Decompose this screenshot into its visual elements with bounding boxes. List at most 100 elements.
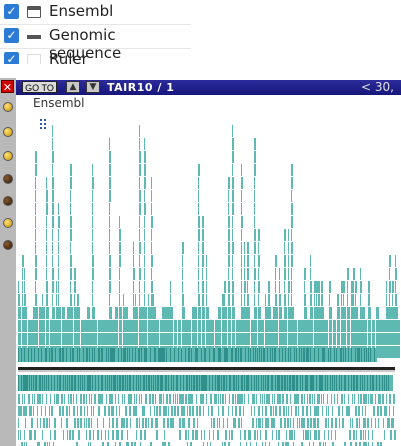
gene-feature[interactable] [58, 229, 59, 241]
gene-feature[interactable] [119, 268, 120, 280]
gene-band-stripe[interactable] [111, 348, 112, 362]
gene-feature[interactable] [28, 394, 30, 404]
gene-feature[interactable] [299, 418, 300, 428]
gene-feature[interactable] [275, 281, 276, 293]
gene-feature[interactable] [194, 307, 197, 319]
gene-feature[interactable] [91, 406, 92, 416]
gene-feature[interactable] [128, 333, 131, 345]
gene-feature[interactable] [80, 394, 82, 404]
gene-feature[interactable] [130, 333, 133, 345]
gene-feature[interactable] [265, 406, 267, 416]
gene-band-stripe[interactable] [320, 375, 321, 391]
gene-feature[interactable] [31, 406, 32, 416]
gene-feature[interactable] [46, 418, 48, 428]
gene-feature[interactable] [128, 320, 131, 332]
gene-feature[interactable] [144, 229, 145, 241]
gene-feature[interactable] [228, 333, 231, 345]
gene-feature[interactable] [28, 320, 31, 332]
gene-feature[interactable] [262, 406, 263, 416]
gene-feature[interactable] [348, 394, 349, 404]
gene-feature[interactable] [310, 320, 313, 332]
gene-feature[interactable] [88, 442, 89, 446]
gene-feature[interactable] [254, 255, 255, 267]
gene-feature[interactable] [202, 242, 204, 254]
gene-feature[interactable] [74, 268, 76, 280]
gene-feature[interactable] [22, 333, 25, 345]
gene-feature[interactable] [254, 177, 255, 189]
gene-feature[interactable] [206, 307, 209, 319]
gene-feature[interactable] [157, 418, 158, 428]
gene-feature[interactable] [162, 442, 164, 446]
gene-band-stripe[interactable] [157, 375, 158, 391]
gene-feature[interactable] [218, 333, 221, 345]
gene-feature[interactable] [22, 281, 23, 293]
gene-feature[interactable] [165, 333, 168, 345]
gene-band-stripe[interactable] [226, 375, 227, 391]
gene-feature[interactable] [35, 320, 38, 332]
gene-feature[interactable] [46, 268, 47, 280]
gene-band-stripe[interactable] [66, 348, 67, 362]
gene-band-stripe[interactable] [83, 348, 84, 362]
gene-feature[interactable] [237, 394, 239, 404]
gene-feature[interactable] [274, 394, 275, 404]
gene-feature[interactable] [358, 406, 360, 416]
gene-feature[interactable] [130, 418, 131, 428]
gene-feature[interactable] [241, 281, 242, 293]
gene-feature[interactable] [262, 418, 263, 428]
gene-feature[interactable] [179, 430, 181, 440]
gene-band-stripe[interactable] [180, 375, 181, 391]
gene-feature[interactable] [321, 294, 323, 306]
gene-feature[interactable] [384, 346, 387, 358]
gene-feature[interactable] [279, 320, 282, 332]
gene-feature[interactable] [160, 333, 163, 345]
gene-band-stripe[interactable] [332, 375, 333, 391]
gene-feature[interactable] [70, 203, 71, 215]
gene-feature[interactable] [298, 406, 299, 416]
gene-feature[interactable] [188, 333, 191, 345]
gene-band-stripe[interactable] [203, 375, 204, 391]
gene-feature[interactable] [139, 151, 141, 163]
strand-axis[interactable] [18, 367, 395, 370]
gene-feature[interactable] [273, 333, 276, 345]
gene-band-stripe[interactable] [143, 375, 144, 391]
gene-feature[interactable] [288, 333, 291, 345]
gene-band-stripe[interactable] [52, 348, 53, 362]
gene-feature[interactable] [213, 418, 215, 428]
gene-feature[interactable] [241, 242, 242, 254]
gene-band-stripe[interactable] [357, 375, 358, 391]
gene-feature[interactable] [98, 333, 101, 345]
gene-feature[interactable] [41, 406, 42, 416]
gene-feature[interactable] [368, 430, 369, 440]
gene-feature[interactable] [254, 138, 256, 150]
gene-feature[interactable] [102, 394, 103, 404]
gene-feature[interactable] [395, 281, 396, 293]
gene-band-stripe[interactable] [138, 375, 139, 391]
gene-band-stripe[interactable] [348, 348, 349, 362]
gene-feature[interactable] [353, 294, 354, 306]
gene-feature[interactable] [153, 333, 156, 345]
gene-feature[interactable] [203, 442, 204, 446]
gene-band-stripe[interactable] [160, 348, 161, 362]
gene-feature[interactable] [198, 281, 199, 293]
gene-feature[interactable] [295, 406, 297, 416]
gene-band-stripe[interactable] [121, 348, 122, 362]
gene-feature[interactable] [54, 333, 57, 345]
gene-feature[interactable] [217, 430, 219, 440]
gene-band-stripe[interactable] [336, 348, 337, 362]
gene-feature[interactable] [106, 333, 109, 345]
gene-band-stripe[interactable] [129, 375, 130, 391]
gene-feature[interactable] [254, 151, 256, 163]
gene-band-stripe[interactable] [98, 375, 99, 391]
gene-feature[interactable] [291, 203, 293, 215]
gene-band-stripe[interactable] [189, 375, 190, 391]
gene-feature[interactable] [293, 442, 294, 446]
gene-feature[interactable] [291, 294, 292, 306]
gene-feature[interactable] [187, 442, 188, 446]
gene-band-stripe[interactable] [261, 348, 262, 362]
gene-band-stripe[interactable] [109, 375, 110, 391]
gene-band-stripe[interactable] [310, 375, 311, 391]
gene-band-stripe[interactable] [158, 348, 159, 362]
gene-band-stripe[interactable] [364, 375, 365, 391]
gene-feature[interactable] [198, 268, 199, 280]
gene-feature[interactable] [62, 333, 65, 345]
